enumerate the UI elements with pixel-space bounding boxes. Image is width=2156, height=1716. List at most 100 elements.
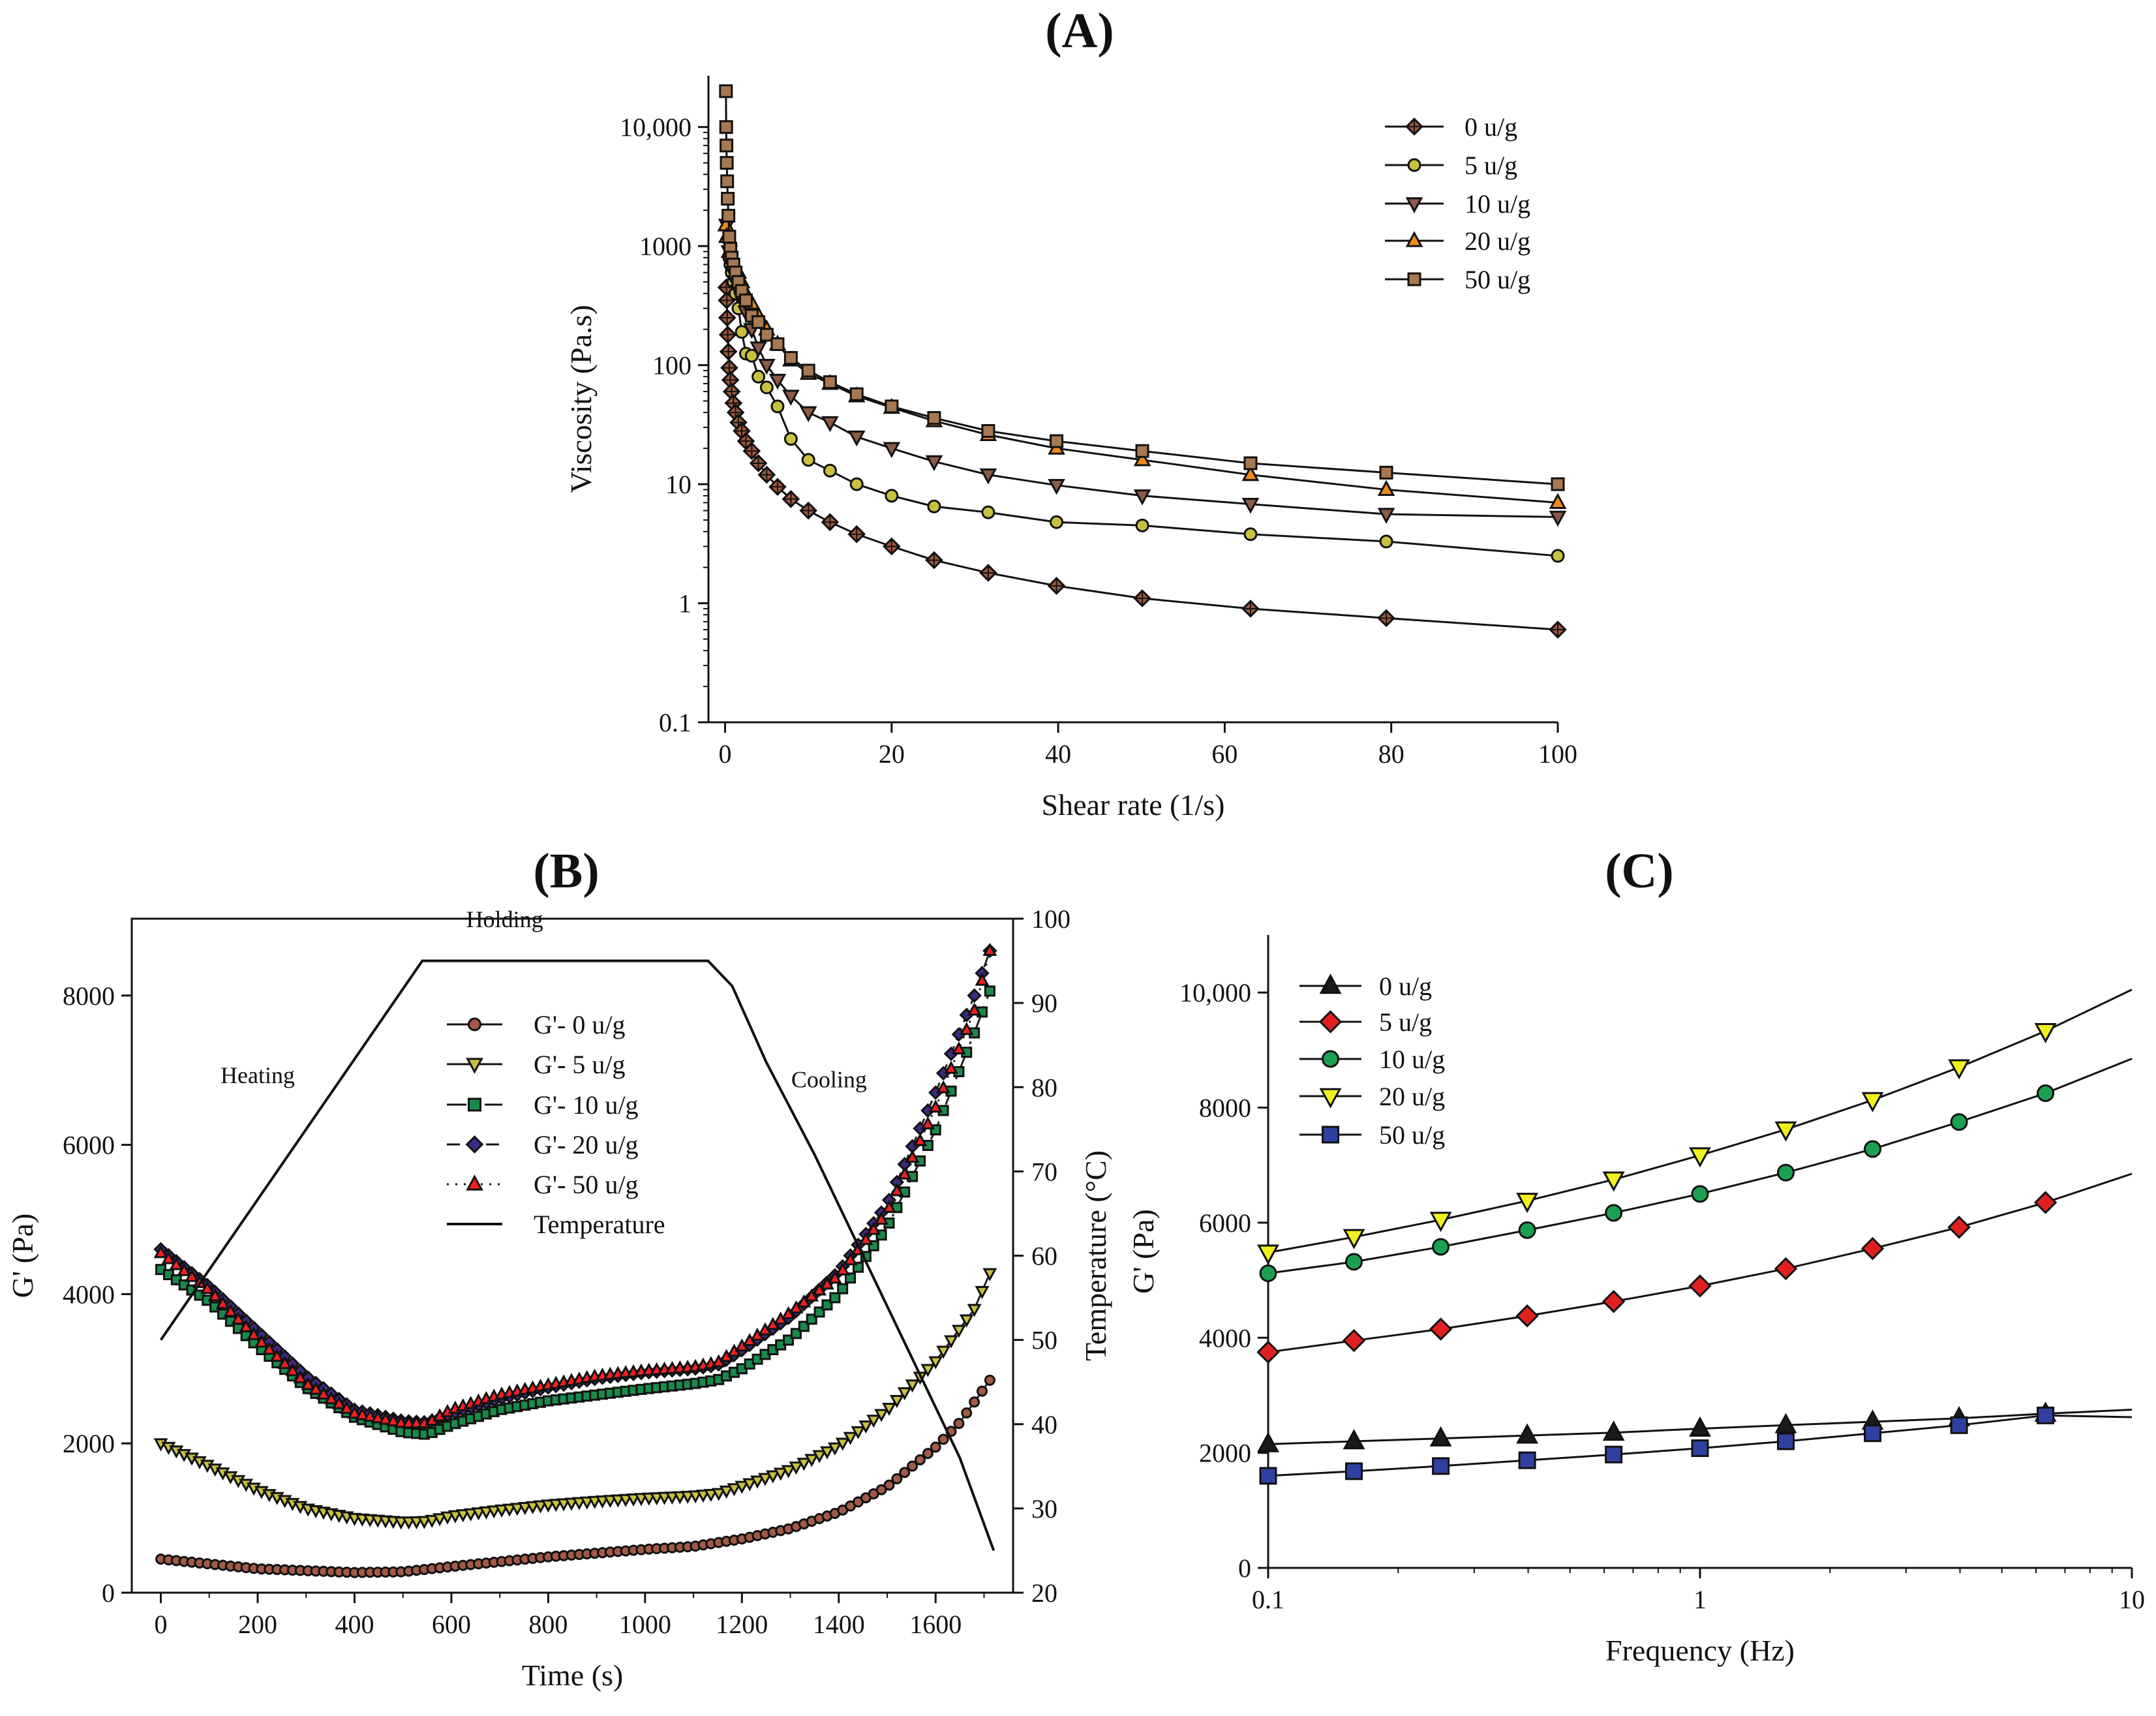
data-point [899,1467,911,1479]
legend-item: 20 u/g [1299,1082,1445,1111]
y-tick-label: 10,000 [1179,978,1251,1007]
data-point [603,1495,618,1509]
data-point [891,1473,903,1484]
data-point [735,325,749,339]
y2-tick-label: 30 [1031,1494,1057,1524]
data-point [885,489,899,503]
data-point [920,1116,935,1129]
annotation: Holding [466,906,543,932]
data-point [207,1288,222,1302]
y-tick-label: 1000 [639,232,691,261]
legend-item: 0 u/g [1299,972,1432,1001]
data-point [866,1221,881,1235]
data-point [742,1478,757,1492]
y-tick-label: 1 [678,589,691,619]
data-point [925,455,943,472]
data-point [897,1387,912,1401]
x-tick-label: 20 [879,739,905,769]
data-point [1691,1185,1709,1203]
y-tick-label: 10 [665,470,691,499]
data-point [858,1232,873,1246]
data-point [309,1381,324,1395]
data-point [579,1496,594,1510]
data-point [782,390,800,406]
legend-item: G'- 5 u/g [447,1050,626,1079]
series-10-u-g [1259,1058,2133,1283]
legend: 0 u/g 5 u/g 10 u/g 20 u/g 50 u/g [1299,972,1445,1150]
data-point [820,1446,834,1460]
data-point [1243,527,1258,542]
legend-label: 5 u/g [1465,151,1517,180]
data-point [177,1263,192,1276]
series-20-u-g [717,215,1567,509]
data-point [758,1473,772,1486]
data-point [1774,1413,1797,1433]
data-point [1864,1140,1882,1158]
data-point [768,373,787,390]
data-point [979,468,997,485]
x-tick-label: 200 [238,1610,277,1639]
x-tick-label: 400 [335,1610,374,1639]
data-point [961,1407,973,1419]
data-point [433,1513,448,1527]
data-point [1947,1216,1971,1239]
data-point [720,174,735,189]
data-point [703,1489,718,1503]
data-point [425,1514,440,1528]
data-point [680,1490,695,1504]
legend-marker [465,1135,484,1154]
data-point [502,1503,517,1517]
data-point [1551,549,1565,563]
data-point [843,1252,858,1266]
data-point [185,1268,199,1282]
data-point [936,1345,951,1359]
data-point [363,1408,378,1422]
data-point [750,1475,765,1489]
data-point [984,985,995,997]
data-point [1133,489,1151,506]
data-point [719,1485,734,1499]
series-line [159,959,995,1552]
legend-item: 50 u/g [1299,1120,1445,1150]
data-point [1257,1432,1279,1452]
data-point [936,1080,951,1094]
data-point [695,1490,710,1503]
series-50-u-g [719,84,1565,491]
legend-item: 5 u/g [1299,1007,1432,1037]
legend-item: G'- 10 u/g [447,1090,639,1120]
data-point [386,1413,401,1427]
data-point [1689,1147,1711,1168]
data-point [239,1319,254,1333]
data-point [479,1506,494,1520]
data-point [1602,1171,1625,1192]
y-axis-label: Viscosity (Pa.s) [564,305,598,493]
legend-item: G'- 0 u/g [447,1010,626,1039]
data-point [2033,1191,2057,1214]
data-point [1861,1092,1884,1112]
data-point [1864,1424,1882,1443]
data-point [719,84,733,99]
data-point [1133,450,1151,467]
legend-label: 5 u/g [1379,1007,1432,1037]
data-point [967,988,982,1004]
y-tick-label: 100 [652,351,691,380]
data-point [882,1402,896,1416]
data-point [1379,465,1393,480]
series-g-5-u-g [153,1268,997,1530]
x-tick-label: 60 [1211,739,1237,769]
data-point [1688,1274,1712,1298]
data-point [951,1325,966,1338]
y-axis-label: G' (Pa) [1127,1209,1160,1294]
data-point [277,1356,292,1370]
data-point [1602,1420,1625,1441]
x-tick-label: 800 [528,1610,568,1639]
data-point [738,293,753,307]
data-point [976,1385,988,1397]
data-point [1774,1257,1798,1281]
legend-marker [1407,272,1421,286]
data-point [618,1494,633,1507]
data-point [1516,1193,1539,1214]
data-point [835,1262,850,1276]
data-point [930,1441,941,1453]
